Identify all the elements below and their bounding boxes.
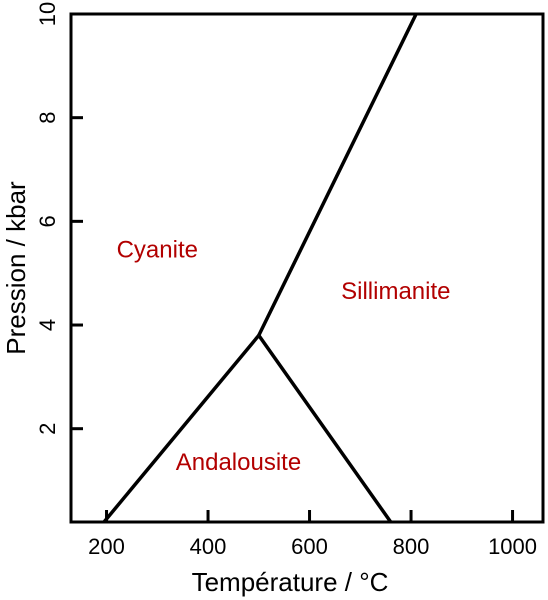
x-tick-label: 600 [291,534,328,559]
region-labels: Cyanite Sillimanite Andalousite [117,237,451,477]
phase-boundary-line [102,334,261,524]
region-label: Sillimanite [341,278,450,305]
y-tick-label: 4 [35,319,60,331]
ticks-layer: 200 400 600 800 1000 2 4 6 8 10 [35,2,537,559]
phase-boundary-lines [102,13,418,524]
y-tick-label: 10 [35,2,60,26]
x-axis-title: Température / °C [192,567,389,597]
y-tick-label: 2 [35,423,60,435]
x-tick-label: 800 [393,534,430,559]
plot-frame [69,12,545,524]
region-label: Andalousite [176,449,301,476]
x-tick-label: 1000 [488,534,537,559]
phase-boundary-line [257,334,393,524]
region-label: Cyanite [117,237,198,264]
phase-boundary-line [257,13,418,337]
x-tick-label: 400 [190,534,227,559]
y-tick-label: 8 [35,112,60,124]
y-tick-label: 6 [35,215,60,227]
y-axis-title: Pression / kbar [1,181,31,355]
x-tick-label: 200 [88,534,125,559]
